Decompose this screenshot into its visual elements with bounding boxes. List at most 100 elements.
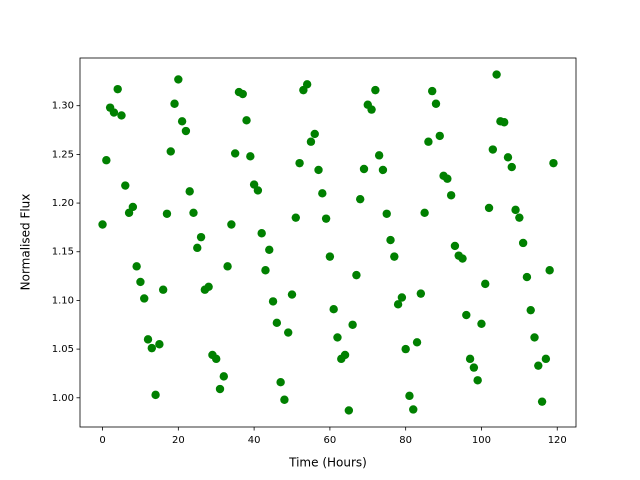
point xyxy=(386,235,395,245)
point xyxy=(537,397,547,406)
point xyxy=(136,277,145,287)
point xyxy=(416,289,426,298)
point xyxy=(499,118,509,127)
point xyxy=(484,203,494,213)
x-tick-label: 100 xyxy=(472,435,491,446)
point xyxy=(155,340,164,349)
point xyxy=(469,363,479,372)
plot-frame xyxy=(79,57,577,428)
point xyxy=(409,405,418,414)
y-axis-label: Normalised Flux xyxy=(19,194,33,291)
x-tick-label: 0 xyxy=(99,435,105,446)
point xyxy=(507,162,516,172)
point xyxy=(545,266,554,275)
x-tick-label: 40 xyxy=(248,435,261,446)
point xyxy=(306,137,316,146)
point xyxy=(492,70,501,79)
point xyxy=(261,266,270,275)
point xyxy=(284,328,293,337)
y-tick-label: 1.15 xyxy=(52,247,74,258)
point xyxy=(348,320,357,329)
point xyxy=(147,343,157,353)
point xyxy=(488,145,498,154)
point xyxy=(162,209,172,218)
point xyxy=(340,350,350,360)
point xyxy=(503,153,513,162)
y-tick-label: 1.10 xyxy=(52,295,74,306)
point xyxy=(458,254,467,263)
point xyxy=(473,376,482,385)
point xyxy=(143,335,153,344)
point xyxy=(185,187,194,196)
point xyxy=(374,151,384,160)
point xyxy=(371,85,380,95)
x-axis-label: Time (Hours) xyxy=(288,456,367,470)
point xyxy=(219,372,228,381)
point xyxy=(518,238,528,248)
point xyxy=(109,108,119,117)
point xyxy=(446,191,456,200)
point xyxy=(212,354,221,364)
point xyxy=(151,390,160,400)
point xyxy=(272,318,282,328)
point xyxy=(230,149,240,158)
point xyxy=(511,205,520,215)
point xyxy=(181,126,191,136)
point xyxy=(189,208,198,218)
point xyxy=(481,279,490,289)
point xyxy=(412,338,422,347)
point xyxy=(329,304,338,314)
point xyxy=(287,290,297,299)
point xyxy=(477,319,486,328)
point xyxy=(166,147,175,156)
point xyxy=(257,229,266,238)
point xyxy=(325,252,335,261)
point xyxy=(318,189,327,198)
point xyxy=(268,297,278,306)
point xyxy=(170,99,179,108)
point xyxy=(522,272,532,282)
point xyxy=(223,262,232,271)
point xyxy=(359,164,369,174)
y-tick-label: 1.20 xyxy=(52,198,74,209)
point xyxy=(428,86,437,96)
point xyxy=(367,105,376,114)
point xyxy=(344,406,354,415)
point xyxy=(534,361,543,370)
point xyxy=(193,243,202,253)
point xyxy=(443,174,452,183)
point xyxy=(117,111,126,120)
point xyxy=(215,384,225,394)
point xyxy=(526,305,535,315)
y-tick-label: 1.00 xyxy=(52,393,74,404)
point xyxy=(397,293,407,302)
point xyxy=(352,270,361,280)
point xyxy=(435,131,444,141)
point xyxy=(280,395,289,404)
point xyxy=(113,84,122,94)
y-tick-label: 1.30 xyxy=(52,101,74,112)
point xyxy=(132,262,141,271)
point xyxy=(382,209,391,218)
point xyxy=(177,117,187,126)
y-tick-label: 1.05 xyxy=(52,344,74,355)
point xyxy=(276,378,285,387)
point xyxy=(158,285,168,294)
point xyxy=(356,194,365,204)
point xyxy=(541,354,551,364)
point xyxy=(140,294,149,303)
point xyxy=(128,202,138,212)
point xyxy=(295,158,304,168)
point xyxy=(238,89,247,99)
point xyxy=(378,165,388,175)
x-tick-label: 120 xyxy=(548,435,567,446)
point xyxy=(98,220,107,229)
point xyxy=(196,232,206,242)
point xyxy=(393,300,403,309)
point xyxy=(405,391,414,401)
point xyxy=(310,129,319,139)
point xyxy=(465,354,475,364)
point xyxy=(242,116,251,125)
